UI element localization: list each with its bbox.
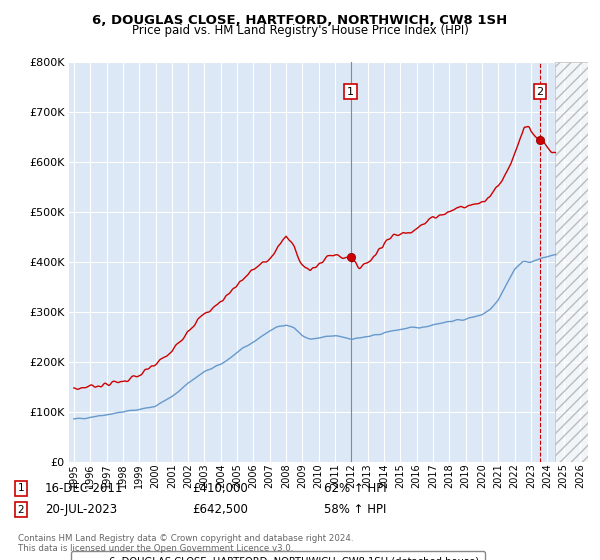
Text: Contains HM Land Registry data © Crown copyright and database right 2024.
This d: Contains HM Land Registry data © Crown c… <box>18 534 353 553</box>
Legend: 6, DOUGLAS CLOSE, HARTFORD, NORTHWICH, CW8 1SH (detached house), HPI: Average pr: 6, DOUGLAS CLOSE, HARTFORD, NORTHWICH, C… <box>71 551 485 560</box>
Bar <box>556 62 588 462</box>
Text: 1: 1 <box>347 87 354 97</box>
Text: 62% ↑ HPI: 62% ↑ HPI <box>324 482 386 495</box>
Text: 2: 2 <box>17 505 25 515</box>
Text: 6, DOUGLAS CLOSE, HARTFORD, NORTHWICH, CW8 1SH: 6, DOUGLAS CLOSE, HARTFORD, NORTHWICH, C… <box>92 14 508 27</box>
Text: £642,500: £642,500 <box>192 503 248 516</box>
Bar <box>556 62 588 462</box>
Text: 20-JUL-2023: 20-JUL-2023 <box>45 503 117 516</box>
Text: 2: 2 <box>536 87 544 97</box>
Text: £410,000: £410,000 <box>192 482 248 495</box>
Text: 16-DEC-2011: 16-DEC-2011 <box>45 482 124 495</box>
Text: Price paid vs. HM Land Registry's House Price Index (HPI): Price paid vs. HM Land Registry's House … <box>131 24 469 37</box>
Text: 58% ↑ HPI: 58% ↑ HPI <box>324 503 386 516</box>
Text: 1: 1 <box>17 483 25 493</box>
